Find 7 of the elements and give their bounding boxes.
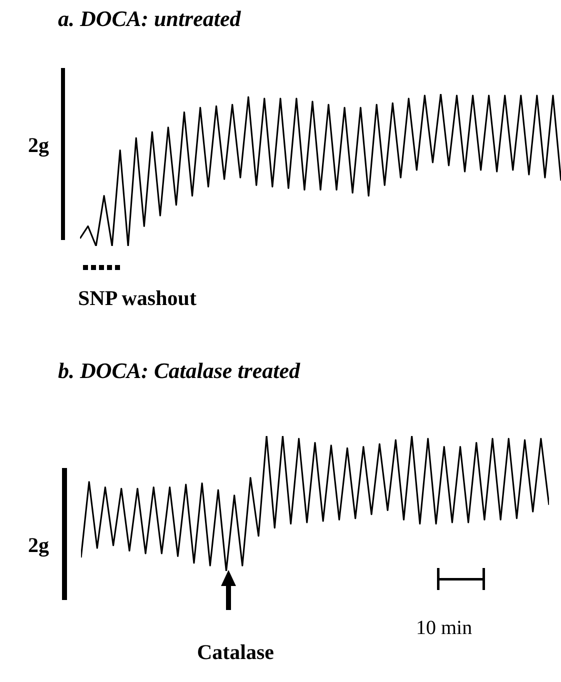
text: Catalase (197, 640, 274, 664)
text: 2g (28, 133, 49, 157)
text: SNP washout (78, 286, 196, 310)
chart-title: a. DOCA: untreated (58, 6, 241, 31)
text: 10 min (416, 617, 472, 639)
chart-title: b. DOCA: Catalase treated (58, 358, 300, 383)
text: 2g (28, 533, 49, 557)
